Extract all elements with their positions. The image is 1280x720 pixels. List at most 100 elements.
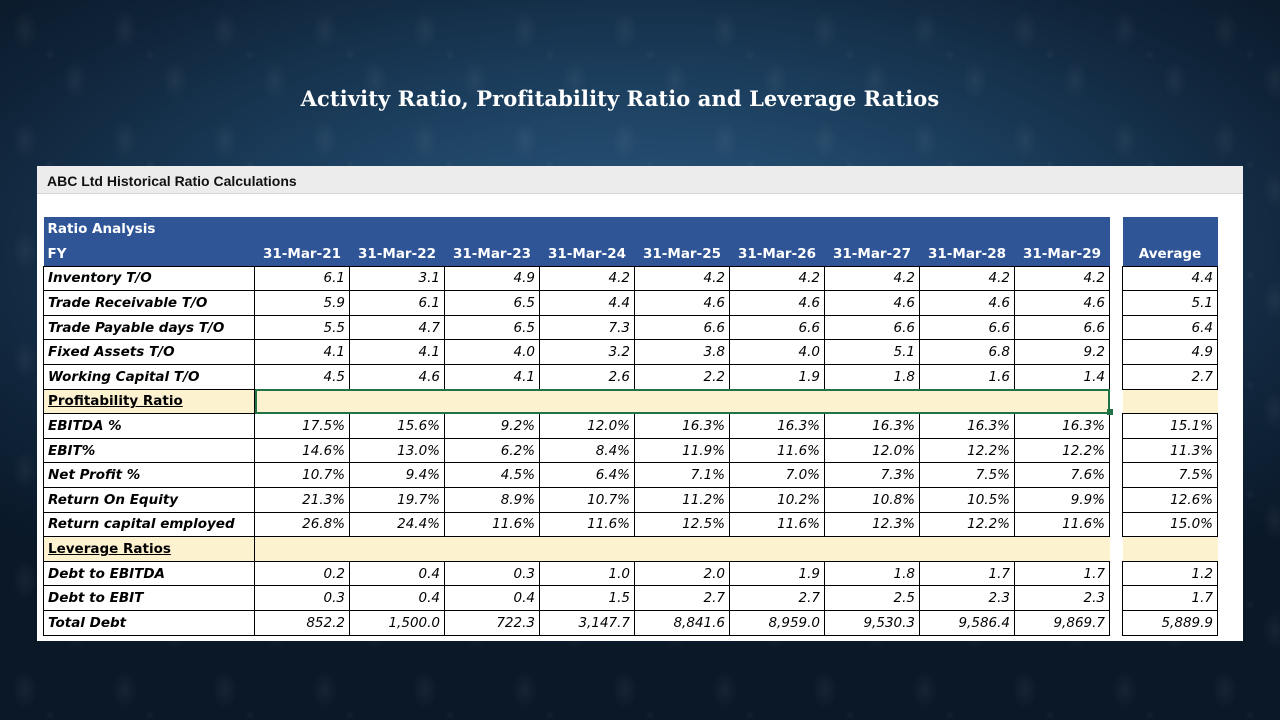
header-year[interactable]: 31-Mar-25 [634,241,730,267]
value-cell[interactable]: 852.2 [254,610,350,636]
average-value-cell[interactable]: 1.7 [1122,585,1218,611]
value-cell[interactable]: 0.4 [349,560,445,587]
row-label[interactable]: Inventory T/O [43,265,255,292]
header-year[interactable]: 31-Mar-27 [824,241,920,267]
value-cell[interactable]: 7.1% [634,462,730,489]
value-cell[interactable]: 0.3 [444,560,540,587]
value-cell[interactable]: 4.2 [1014,265,1110,292]
header-blank-cell[interactable] [729,217,825,242]
value-cell[interactable]: 6.6 [824,314,920,341]
header-section-label[interactable]: Ratio Analysis [43,217,255,242]
average-value-cell[interactable]: 7.5% [1122,462,1218,489]
row-label[interactable]: EBITDA % [43,413,255,439]
value-cell[interactable]: 16.3% [1014,413,1110,439]
value-cell[interactable]: 12.2% [919,437,1015,464]
value-cell[interactable]: 0.2 [254,560,350,587]
average-header-blank-cell[interactable] [1122,217,1218,242]
value-cell[interactable]: 6.5 [444,290,540,316]
value-cell[interactable]: 1.9 [729,560,825,587]
value-cell[interactable]: 24.4% [349,511,445,538]
average-value-cell[interactable]: 4.4 [1122,265,1218,292]
value-cell[interactable]: 4.2 [729,265,825,292]
value-cell[interactable]: 4.2 [634,265,730,292]
average-value-cell[interactable]: 12.6% [1122,487,1218,513]
header-blank-cell[interactable] [824,217,920,242]
value-cell[interactable]: 2.5 [824,585,920,611]
value-cell[interactable]: 4.6 [1014,290,1110,316]
section-blank-range[interactable] [254,389,1110,414]
value-cell[interactable]: 5.5 [254,314,350,341]
value-cell[interactable]: 11.6% [444,511,540,538]
row-label[interactable]: Net Profit % [43,462,255,489]
section-label[interactable]: Leverage Ratios [43,536,255,562]
value-cell[interactable]: 11.2% [634,487,730,513]
value-cell[interactable]: 11.9% [634,437,730,464]
value-cell[interactable]: 12.5% [634,511,730,538]
value-cell[interactable]: 6.8 [919,339,1015,366]
section-label[interactable]: Profitability Ratio [43,388,255,415]
value-cell[interactable]: 6.2% [444,437,540,464]
value-cell[interactable]: 4.5 [254,364,350,390]
value-cell[interactable]: 1.8 [824,560,920,587]
average-value-cell[interactable]: 6.4 [1122,314,1218,341]
average-value-cell[interactable]: 11.3% [1122,437,1218,464]
value-cell[interactable]: 10.5% [919,487,1015,513]
value-cell[interactable]: 5.9 [254,290,350,316]
value-cell[interactable]: 12.2% [1014,437,1110,464]
average-section-blank[interactable] [1122,389,1218,414]
value-cell[interactable]: 9,869.7 [1014,610,1110,636]
value-cell[interactable]: 1.5 [539,585,635,611]
header-blank-cell[interactable] [539,217,635,242]
value-cell[interactable]: 11.6% [1014,511,1110,538]
value-cell[interactable]: 1.0 [539,560,635,587]
value-cell[interactable]: 4.4 [539,290,635,316]
value-cell[interactable]: 2.2 [634,364,730,390]
value-cell[interactable]: 6.6 [919,314,1015,341]
value-cell[interactable]: 3,147.7 [539,610,635,636]
value-cell[interactable]: 4.2 [919,265,1015,292]
value-cell[interactable]: 722.3 [444,610,540,636]
average-value-cell[interactable]: 5.1 [1122,290,1218,316]
average-section-blank[interactable] [1122,536,1218,562]
header-year[interactable]: 31-Mar-23 [444,241,540,267]
header-average-label[interactable]: Average [1122,241,1218,267]
value-cell[interactable]: 3.8 [634,339,730,366]
value-cell[interactable]: 1.7 [919,560,1015,587]
value-cell[interactable]: 1.9 [729,364,825,390]
value-cell[interactable]: 0.4 [444,585,540,611]
value-cell[interactable]: 1.6 [919,364,1015,390]
value-cell[interactable]: 26.8% [254,511,350,538]
value-cell[interactable]: 13.0% [349,437,445,464]
header-blank-cell[interactable] [919,217,1015,242]
header-year[interactable]: 31-Mar-28 [919,241,1015,267]
value-cell[interactable]: 0.4 [349,585,445,611]
value-cell[interactable]: 9,586.4 [919,610,1015,636]
value-cell[interactable]: 6.1 [254,265,350,292]
value-cell[interactable]: 3.1 [349,265,445,292]
value-cell[interactable]: 11.6% [539,511,635,538]
value-cell[interactable]: 0.3 [254,585,350,611]
header-year[interactable]: 31-Mar-21 [254,241,350,267]
value-cell[interactable]: 4.5% [444,462,540,489]
row-label[interactable]: Working Capital T/O [43,364,255,390]
value-cell[interactable]: 16.3% [634,413,730,439]
row-label[interactable]: Trade Receivable T/O [43,290,255,316]
value-cell[interactable]: 8,841.6 [634,610,730,636]
value-cell[interactable]: 16.3% [824,413,920,439]
value-cell[interactable]: 4.6 [824,290,920,316]
value-cell[interactable]: 1.8 [824,364,920,390]
value-cell[interactable]: 9.2% [444,413,540,439]
value-cell[interactable]: 10.7% [254,462,350,489]
value-cell[interactable]: 4.0 [444,339,540,366]
section-blank-range[interactable] [254,536,1110,562]
row-label[interactable]: Return On Equity [43,487,255,513]
row-label[interactable]: Total Debt [43,610,255,636]
value-cell[interactable]: 9.9% [1014,487,1110,513]
value-cell[interactable]: 4.1 [254,339,350,366]
value-cell[interactable]: 9,530.3 [824,610,920,636]
value-cell[interactable]: 16.3% [729,413,825,439]
header-blank-cell[interactable] [634,217,730,242]
value-cell[interactable]: 4.2 [824,265,920,292]
average-value-cell[interactable]: 5,889.9 [1122,610,1218,636]
value-cell[interactable]: 2.3 [919,585,1015,611]
